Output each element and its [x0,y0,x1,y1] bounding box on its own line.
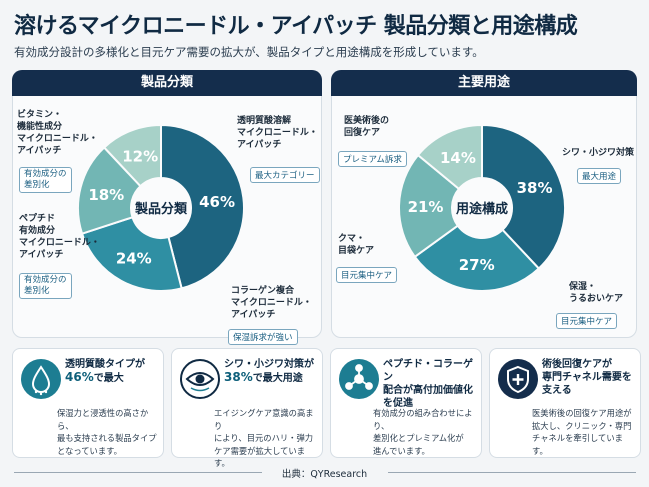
molecule-icon [339,359,379,399]
insight-card-wrinkle: シワ・小ジワ対策が 38%で最大用途 エイジングケア意識の高まり により、目元のハ… [171,348,323,468]
insight-card-peptide: ペプチド・コラーゲン 配合が高付加価値化 を促進 有効成分の組み合わせにより、 差別化… [330,348,482,458]
card-title: シワ・小ジワ対策が 38%で最大用途 [224,359,314,384]
slice-label-moisture: 保湿・ うるおいケア [569,282,624,304]
slice-label-hyaluronic: 透明質酸溶解 マイクロニードル・ アイパッチ [237,116,318,150]
slice-label-peptide: ペプチド 有効成分 マイクロニードル・ アイパッチ [19,214,100,260]
main-usage-panel: 主要用途 38% 27% 21% 14% 用途構成 シワ・小ジワ対策 最大用途 保湿・う… [331,70,637,338]
donut-slice [416,123,483,191]
tag-vitamin-differentiation: 有効成分の 差別化 [19,167,72,193]
slice-value-label: 27% [459,256,495,274]
footer-divider-right [388,472,636,473]
donut-center-label: 製品分類 [134,201,188,217]
card-title: ペプチド・コラーゲン 配合が高付加価値化 を促進 [383,359,473,409]
donut-slice [77,146,142,235]
shield-plus-icon [498,359,538,399]
page-title: 溶けるマイクロニードル・アイパッチ 製品分類と用途構成 [14,14,578,39]
donut-slice [102,123,162,188]
panel-header: 主要用途 [331,70,637,96]
slice-value-label: 18% [88,186,124,204]
product-donut-chart: 46% 24% 18% 12% 製品分類 [77,123,245,292]
slice-value-label: 14% [440,149,476,167]
eye-icon [180,359,220,399]
slice-value-label: 21% [408,198,444,216]
card-body: エイジングケア意識の高まり により、目元のハリ・弾力 ケア需要が拡大しています。 [214,408,314,468]
source-footer: 出典：QYResearch [281,469,368,480]
card-body: 医美術後の回復ケア用途が 拡大し、クリニック・専門 チャネルを牽引しています。 [532,408,632,456]
tag-largest-category: 最大カテゴリー [250,167,320,183]
slice-label-vitamin: ビタミン・ 機能性成分 マイクロニードル・ アイパッチ [17,110,98,156]
insight-card-hyaluronic: 透明質酸タイプが 46%で最大 保湿力と浸透性の高さから、 最も支持される製品タイ… [12,348,164,458]
footer-divider-left [14,472,262,473]
slice-value-label: 12% [122,147,158,165]
card-title: 透明質酸タイプが 46%で最大 [65,359,145,384]
card-body: 保湿力と浸透性の高さから、 最も支持される製品タイプ となっています。 [57,408,157,456]
usage-donut-chart: 38% 27% 21% 14% 用途構成 [398,123,566,292]
slice-label-dark-circle: クマ・ 目袋ケア [338,234,375,256]
slice-value-label: 24% [116,250,152,268]
slice-value-label: 46% [199,193,235,211]
donut-slice [413,224,541,292]
slice-label-wrinkle: シワ・小ジワ対策 [562,148,635,158]
slice-label-collagen: コラーゲン複合 マイクロニードル・ アイパッチ [231,286,312,320]
donut-slice [481,123,566,270]
slice-label-post-treatment: 医美術後の 回復ケア [344,116,390,138]
slice-value-label: 38% [517,179,553,197]
tag-premium: プレミアム訴求 [338,151,407,167]
donut-slice [398,153,461,259]
tag-eye-focus-2: 目元集中ケア [336,267,398,283]
tag-peptide-differentiation: 有効成分の 差別化 [19,273,72,299]
tag-largest-use: 最大用途 [577,168,622,184]
tag-eye-focus-1: 目元集中ケア [556,313,618,329]
insight-card-post-treatment: 術後回復ケアが 専門チャネル需要を 支える 医美術後の回復ケア用途が 拡大し、クリニッ… [489,348,641,458]
donut-slice [80,216,183,292]
droplet-icon [21,359,61,399]
tag-moisture-appeal: 保湿訴求が強い [228,329,298,345]
donut-slice [160,123,245,290]
panel-header: 製品分類 [12,70,322,96]
card-title: 術後回復ケアが 専門チャネル需要を 支える [542,359,632,396]
page-subtitle: 有効成分設計の多様化と目元ケア需要の拡大が、製品タイプと用途構成を形成しています… [14,45,484,59]
product-classification-panel: 製品分類 46% 24% 18% 12% 製品分類 透明質酸溶解 マイクロニードル・ アイパ… [12,70,322,345]
donut-center-label: 用途構成 [455,201,508,217]
card-body: 有効成分の組み合わせにより、 差別化とプレミアム化が 進んでいます。 [373,408,473,456]
